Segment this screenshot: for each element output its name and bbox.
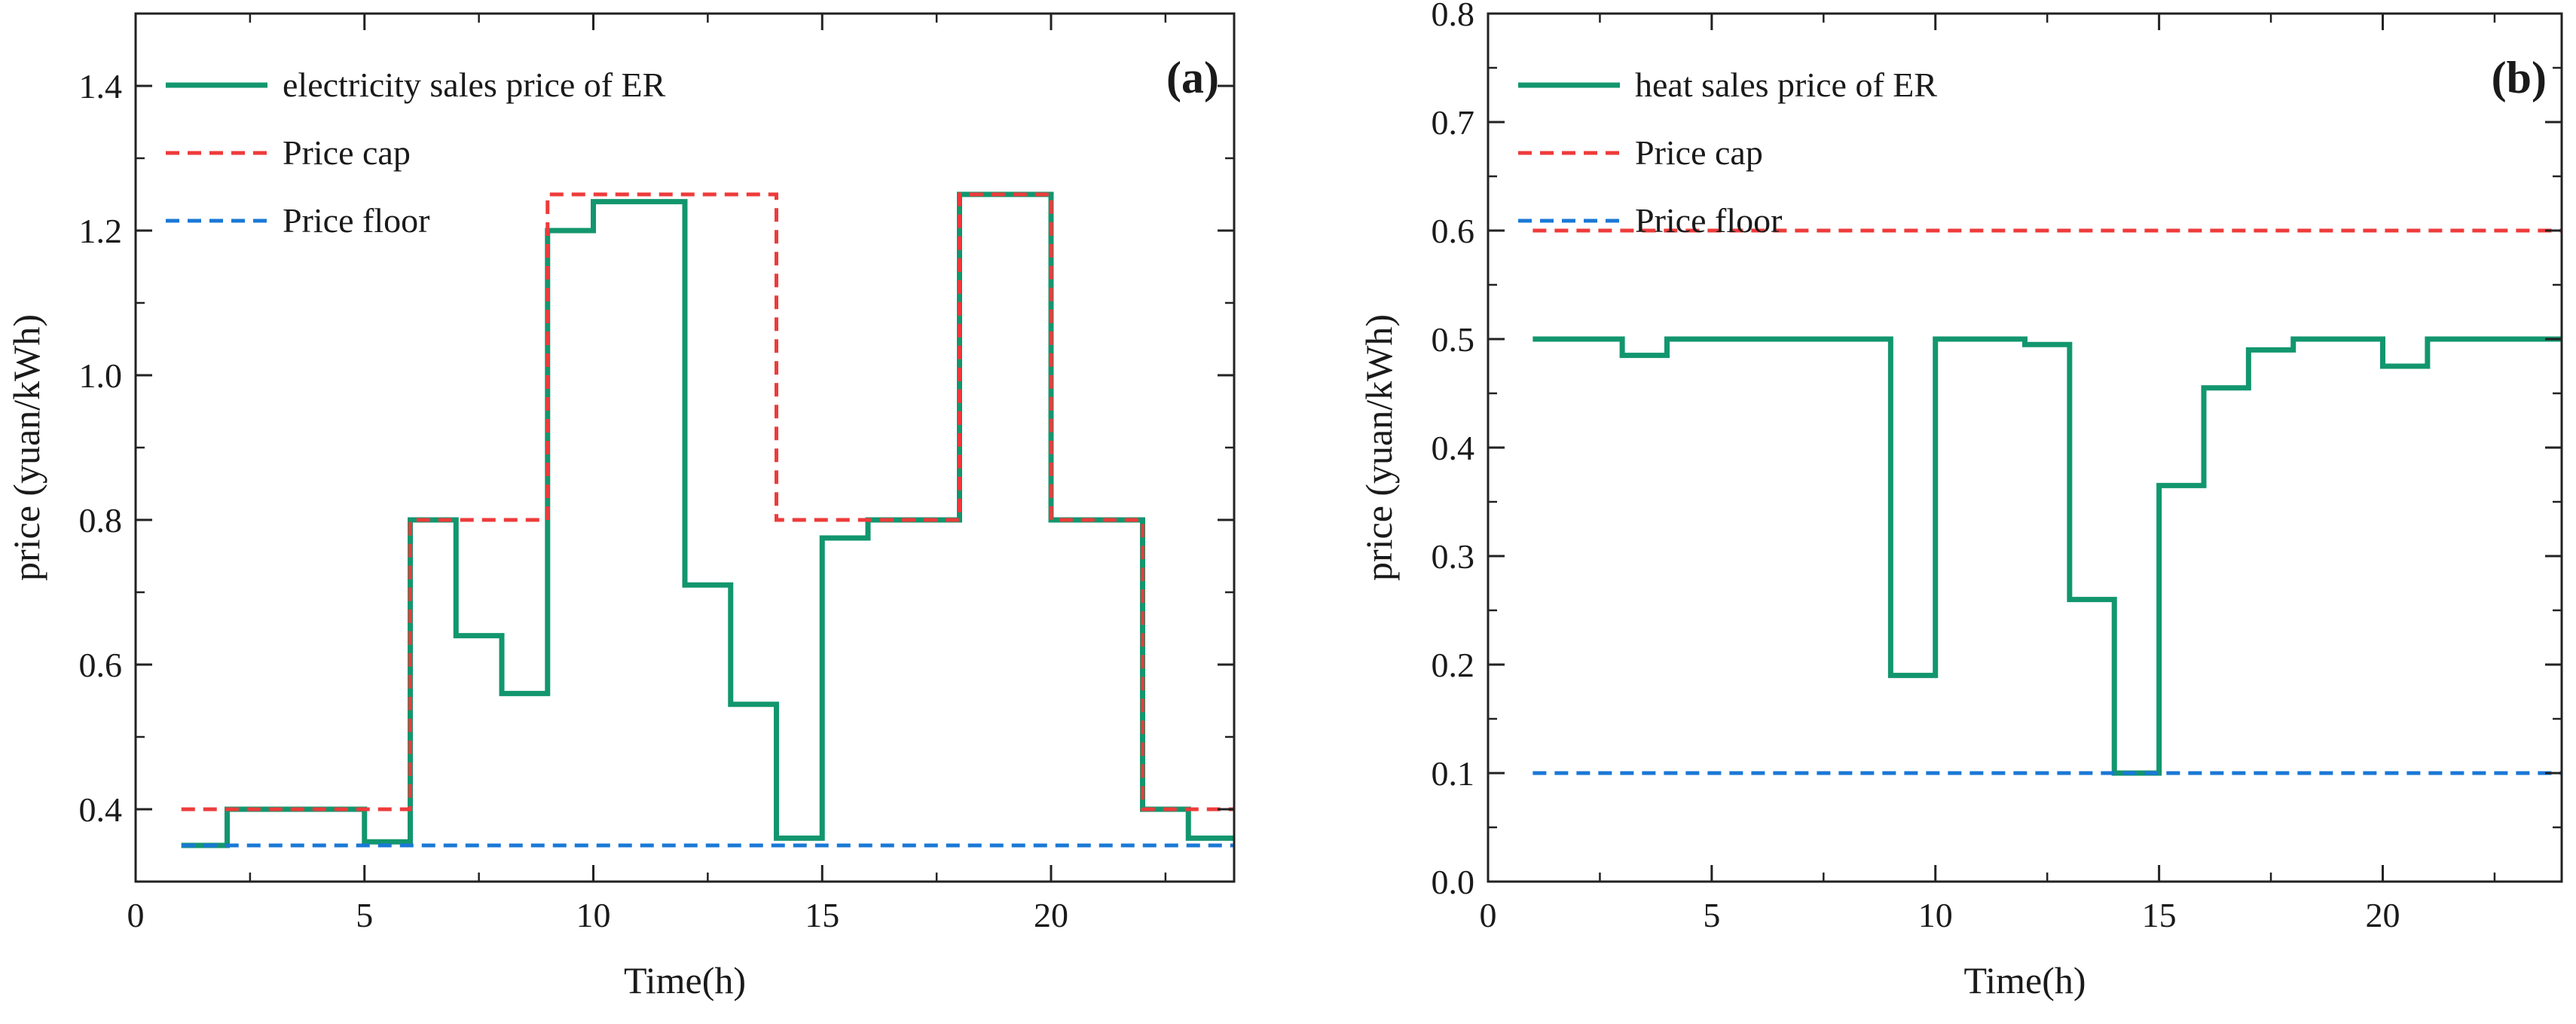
x-tick-label: 0	[127, 896, 145, 934]
y-tick-label: 0.6	[79, 646, 123, 684]
y-tick-label: 0.8	[79, 501, 123, 540]
x-tick-label: 15	[2142, 896, 2177, 934]
x-tick-label: 5	[1703, 896, 1720, 934]
legend-label-2: Price floor	[283, 201, 429, 240]
y-axis-label: price (yuan/kWh)	[1358, 314, 1400, 581]
y-tick-label: 1.2	[79, 212, 123, 250]
y-tick-label: 0.8	[1432, 0, 1475, 33]
y-tick-label: 0.0	[1432, 863, 1475, 901]
y-tick-label: 0.7	[1432, 103, 1475, 142]
y-tick-label: 0.6	[1432, 212, 1475, 250]
legend-label-1: Price cap	[1635, 133, 1763, 172]
y-tick-label: 0.3	[1432, 537, 1475, 576]
series-line-0	[1532, 336, 2562, 776]
legend-label-0: electricity sales price of ER	[283, 66, 666, 104]
legend-label-1: Price cap	[283, 133, 411, 172]
x-axis-label: Time(h)	[624, 959, 746, 1001]
legend-label-0: heat sales price of ER	[1635, 66, 1937, 104]
panel-label: (b)	[2492, 53, 2547, 102]
x-axis-label: Time(h)	[1963, 959, 2086, 1001]
x-tick-label: 15	[805, 896, 839, 934]
y-tick-label: 0.4	[79, 790, 123, 829]
y-tick-label: 0.4	[1432, 429, 1475, 467]
x-tick-label: 10	[576, 896, 611, 934]
y-tick-label: 0.1	[1432, 754, 1475, 793]
legend-label-2: Price floor	[1635, 201, 1782, 240]
series-line-1	[181, 192, 1234, 812]
x-tick-label: 0	[1480, 896, 1497, 934]
x-tick-label: 10	[1918, 896, 1953, 934]
y-axis-label: price (yuan/kWh)	[5, 314, 47, 581]
x-tick-label: 20	[1034, 896, 1068, 934]
panel-b-heat-chart: 0 5 10 15 20 0.0 0.1 0.2 0.3 0.4 0.5 0.6 0.7 0.8 Time(…	[1358, 0, 2563, 1001]
y-tick-label: 0.5	[1432, 320, 1475, 359]
y-tick-label: 1.0	[79, 356, 123, 395]
panel-a-electricity-chart: 0 5 10 15 20 0.4 0.6 0.8 1.0 1.2 1.4 Time(h) price (…	[5, 12, 1236, 1001]
y-tick-label: 1.4	[79, 67, 123, 105]
y-tick-label: 0.2	[1432, 646, 1475, 684]
panel-label: (a)	[1166, 53, 1219, 102]
x-tick-label: 20	[2366, 896, 2400, 934]
x-tick-label: 5	[356, 896, 373, 934]
